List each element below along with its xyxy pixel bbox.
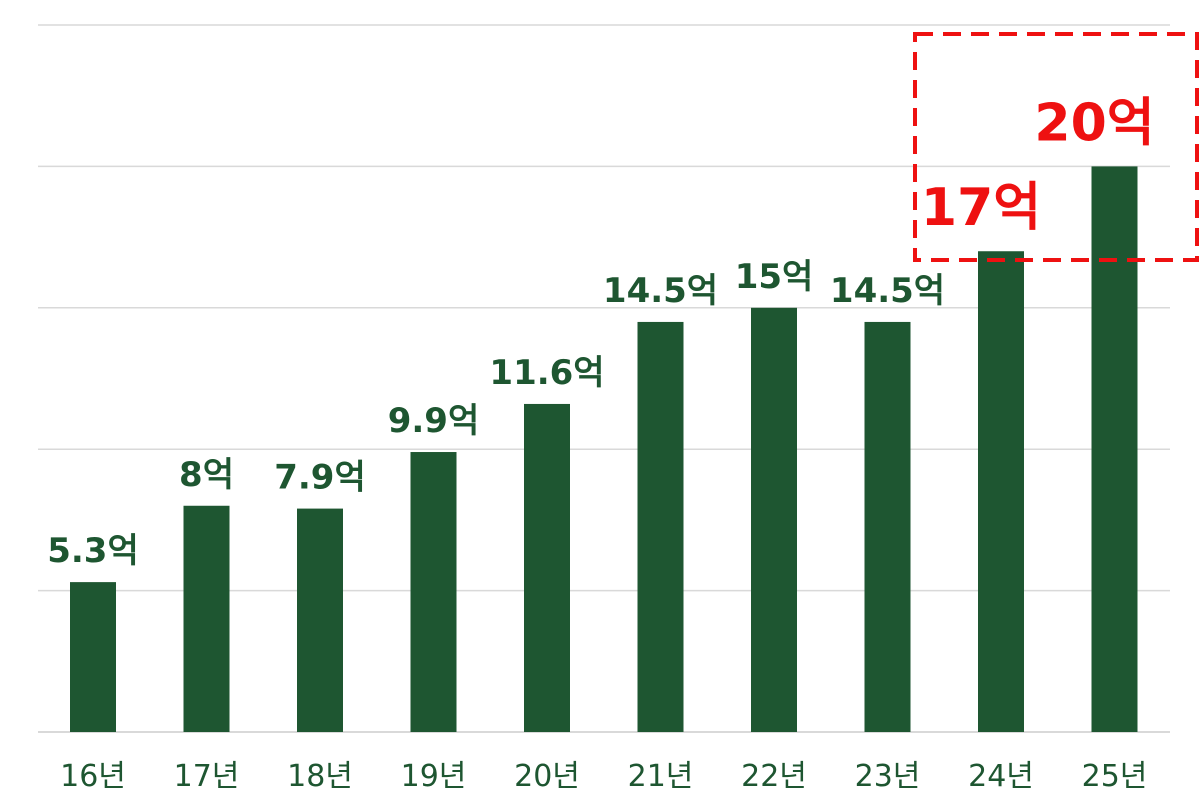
x-tick-label: 22년: [741, 759, 807, 794]
data-label: 14.5억: [830, 271, 945, 311]
x-axis-ticks: 16년 17년 18년 19년 20년 21년 22년 23년 24년 25년: [60, 759, 1147, 794]
x-tick-label: 17년: [174, 759, 240, 794]
bar-21년: [637, 321, 684, 732]
data-label: 15억: [735, 257, 814, 297]
data-label: 11.6억: [489, 353, 604, 393]
x-tick-label: 25년: [1082, 759, 1148, 794]
bar-19년: [410, 452, 457, 732]
bar-20년: [524, 403, 570, 732]
highlight-box: [913, 32, 1199, 262]
data-label: 20억: [1034, 93, 1154, 153]
x-tick-label: 24년: [968, 759, 1034, 794]
bar-16년: [70, 582, 116, 732]
data-label: 17억: [921, 178, 1041, 238]
bar-25년: [1091, 166, 1138, 732]
bar-23년: [864, 321, 911, 732]
x-tick-label: 18년: [287, 759, 353, 794]
bars: [70, 166, 1138, 733]
data-label: 9.9억: [388, 401, 480, 441]
bar-17년: [183, 505, 230, 732]
data-label: 7.9억: [274, 458, 366, 498]
x-tick-label: 16년: [60, 759, 126, 794]
x-tick-label: 20년: [514, 759, 580, 794]
bar-24년: [978, 251, 1024, 733]
data-label: 14.5억: [603, 271, 718, 311]
bar-22년: [751, 307, 797, 732]
x-tick-label: 23년: [855, 759, 921, 794]
x-tick-label: 21년: [628, 759, 694, 794]
bar-18년: [297, 508, 343, 732]
data-label: 5.3억: [47, 531, 139, 571]
data-label: 8억: [179, 455, 234, 495]
x-tick-label: 19년: [401, 759, 467, 794]
